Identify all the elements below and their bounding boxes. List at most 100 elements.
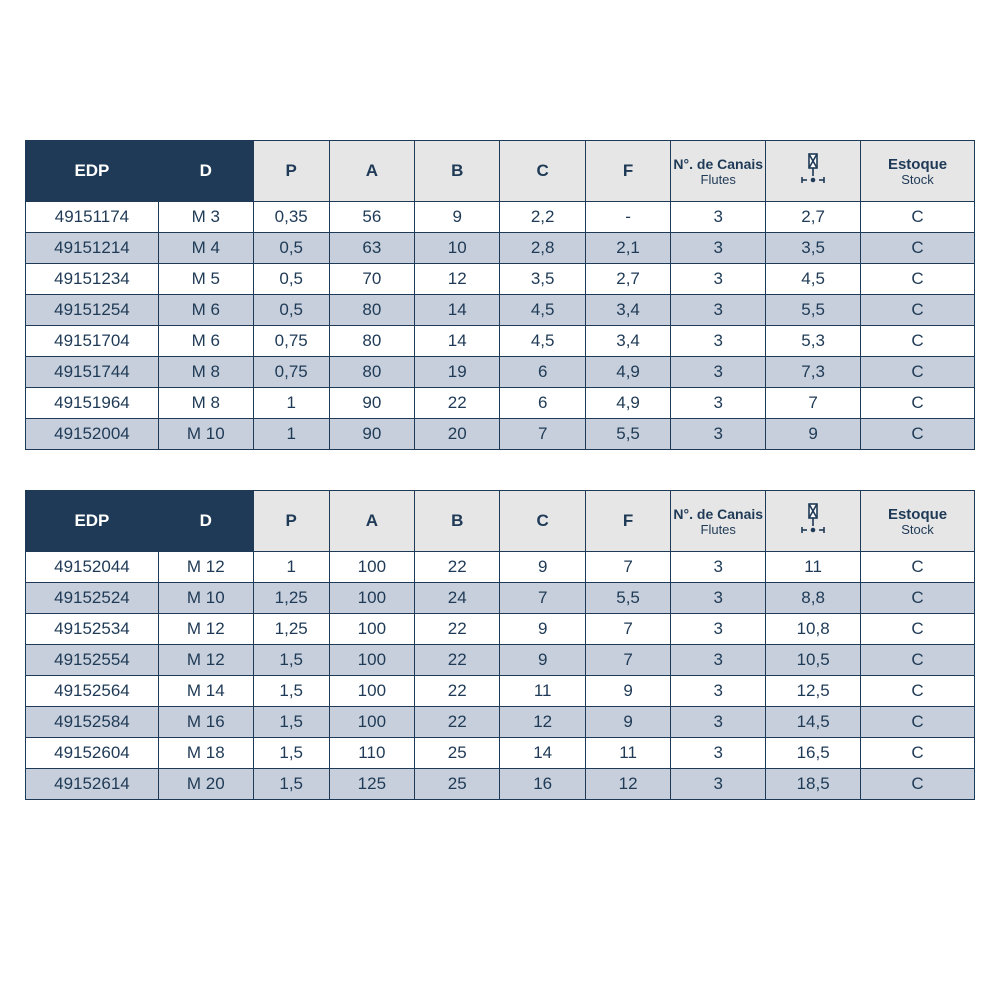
cell-p: 0,5: [253, 264, 329, 295]
table-row: 49152604M 181,5110251411316,5C: [26, 738, 975, 769]
cell-shank: 7,3: [766, 357, 861, 388]
cell-f: 2,1: [585, 233, 670, 264]
cell-c: 6: [500, 357, 585, 388]
cell-stock: C: [861, 583, 975, 614]
cell-edp: 49152534: [26, 614, 159, 645]
cell-b: 19: [415, 357, 500, 388]
cell-flutes: 3: [671, 419, 766, 450]
cell-stock: C: [861, 769, 975, 800]
cell-shank: 18,5: [766, 769, 861, 800]
cell-f: 3,4: [585, 295, 670, 326]
col-f: F: [585, 141, 670, 202]
cell-a: 56: [329, 202, 414, 233]
table-row: 49152044M 1211002297311C: [26, 552, 975, 583]
cell-c: 16: [500, 769, 585, 800]
cell-b: 9: [415, 202, 500, 233]
cell-f: 4,9: [585, 357, 670, 388]
cell-b: 25: [415, 738, 500, 769]
cell-stock: C: [861, 202, 975, 233]
cell-a: 100: [329, 676, 414, 707]
cell-shank: 5,3: [766, 326, 861, 357]
cell-flutes: 3: [671, 583, 766, 614]
col-edp: EDP: [26, 141, 159, 202]
cell-flutes: 3: [671, 707, 766, 738]
cell-b: 14: [415, 295, 500, 326]
cell-p: 0,75: [253, 357, 329, 388]
cell-d: M 20: [158, 769, 253, 800]
cell-flutes: 3: [671, 645, 766, 676]
shank-icon: [796, 502, 830, 536]
cell-edp: 49152004: [26, 419, 159, 450]
cell-f: 9: [585, 676, 670, 707]
cell-stock: C: [861, 295, 975, 326]
cell-c: 3,5: [500, 264, 585, 295]
table-row: 49152554M 121,51002297310,5C: [26, 645, 975, 676]
cell-shank: 5,5: [766, 295, 861, 326]
cell-f: 7: [585, 614, 670, 645]
cell-edp: 49151214: [26, 233, 159, 264]
table-header: EDP D P A B C F N°. de Canais Flutes: [26, 141, 975, 202]
cell-shank: 10,5: [766, 645, 861, 676]
table-body-2: 49152044M 1211002297311C49152524M 101,25…: [26, 552, 975, 800]
spec-table: EDP D P A B C F N°. de Canais Flutes: [25, 140, 975, 450]
cell-b: 22: [415, 388, 500, 419]
cell-p: 1,25: [253, 614, 329, 645]
table-row: 49151744M 80,75801964,937,3C: [26, 357, 975, 388]
cell-flutes: 3: [671, 202, 766, 233]
cell-flutes: 3: [671, 357, 766, 388]
col-d: D: [158, 491, 253, 552]
cell-c: 2,8: [500, 233, 585, 264]
cell-shank: 14,5: [766, 707, 861, 738]
col-p: P: [253, 491, 329, 552]
cell-flutes: 3: [671, 676, 766, 707]
cell-b: 22: [415, 552, 500, 583]
cell-f: 4,9: [585, 388, 670, 419]
cell-edp: 49151704: [26, 326, 159, 357]
cell-c: 7: [500, 419, 585, 450]
cell-b: 24: [415, 583, 500, 614]
col-shank: [766, 141, 861, 202]
col-shank: [766, 491, 861, 552]
cell-f: 5,5: [585, 419, 670, 450]
cell-f: -: [585, 202, 670, 233]
cell-shank: 10,8: [766, 614, 861, 645]
cell-stock: C: [861, 738, 975, 769]
cell-shank: 3,5: [766, 233, 861, 264]
stock-label: Estoque: [888, 506, 947, 523]
cell-d: M 12: [158, 645, 253, 676]
cell-b: 12: [415, 264, 500, 295]
cell-edp: 49152564: [26, 676, 159, 707]
cell-edp: 49152614: [26, 769, 159, 800]
cell-a: 100: [329, 583, 414, 614]
cell-shank: 11: [766, 552, 861, 583]
cell-stock: C: [861, 419, 975, 450]
cell-p: 1,5: [253, 769, 329, 800]
flutes-label: N°. de Canais: [673, 156, 763, 172]
cell-edp: 49151964: [26, 388, 159, 419]
table-row: 49152534M 121,251002297310,8C: [26, 614, 975, 645]
stock-sub: Stock: [863, 523, 972, 537]
cell-edp: 49152044: [26, 552, 159, 583]
cell-d: M 16: [158, 707, 253, 738]
cell-edp: 49152554: [26, 645, 159, 676]
cell-d: M 14: [158, 676, 253, 707]
cell-f: 9: [585, 707, 670, 738]
cell-edp: 49152524: [26, 583, 159, 614]
cell-stock: C: [861, 326, 975, 357]
cell-p: 0,75: [253, 326, 329, 357]
cell-a: 125: [329, 769, 414, 800]
cell-d: M 4: [158, 233, 253, 264]
cell-c: 9: [500, 645, 585, 676]
cell-p: 1: [253, 388, 329, 419]
cell-a: 100: [329, 707, 414, 738]
cell-stock: C: [861, 614, 975, 645]
col-d: D: [158, 141, 253, 202]
cell-a: 100: [329, 552, 414, 583]
cell-flutes: 3: [671, 614, 766, 645]
col-stock: Estoque Stock: [861, 141, 975, 202]
table-body-1: 49151174M 30,355692,2-32,7C49151214M 40,…: [26, 202, 975, 450]
cell-p: 1: [253, 552, 329, 583]
cell-flutes: 3: [671, 295, 766, 326]
cell-a: 80: [329, 295, 414, 326]
cell-edp: 49151254: [26, 295, 159, 326]
